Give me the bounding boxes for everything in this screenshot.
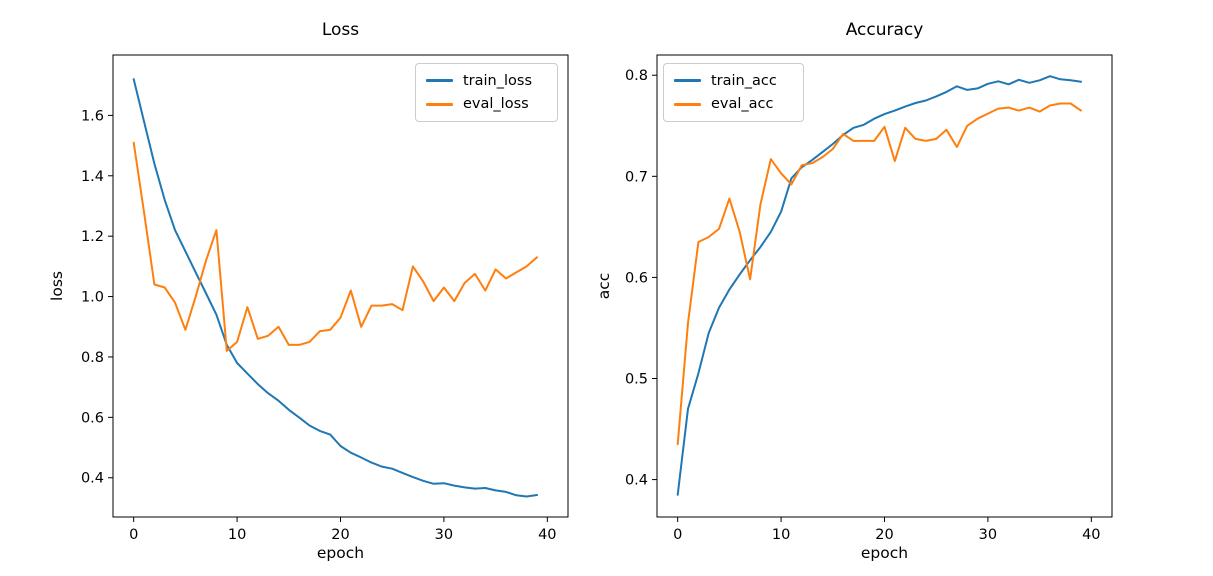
loss-x-axis-label: epoch (316, 544, 365, 562)
y-tick-label: 1.6 (81, 108, 104, 124)
train-acc-line-swatch (674, 79, 701, 83)
x-tick-label: 10 (772, 527, 790, 543)
y-tick-label: 0.5 (625, 372, 648, 388)
x-tick-label: 40 (538, 527, 556, 543)
legend-label: train_acc (711, 72, 777, 89)
y-tick-label: 0.7 (625, 169, 648, 185)
eval-acc-line-swatch (674, 102, 701, 106)
x-tick-label: 0 (129, 527, 138, 543)
loss-chart: 0 10 20 30 40 0.4 0.6 0.8 1.0 1.2 1.4 1.6 (81, 54, 569, 543)
loss-legend: train_loss eval_loss (415, 63, 558, 122)
y-tick-label: 0.8 (625, 68, 648, 84)
accuracy-legend: train_acc eval_acc (663, 63, 804, 122)
train-loss-line-swatch (426, 79, 453, 83)
legend-label: eval_acc (711, 96, 774, 113)
train_acc-line (676, 75, 1082, 496)
accuracy-y-axis-label: acc (595, 272, 613, 300)
legend-item-train-acc: train_acc (674, 69, 793, 93)
legend-item-eval-acc: eval_acc (674, 93, 793, 117)
x-tick-label: 30 (435, 527, 453, 543)
loss-y-axis-label: loss (48, 271, 66, 301)
y-tick-label: 0.4 (81, 471, 104, 487)
train_loss-line (132, 78, 538, 498)
y-tick-label: 0.4 (625, 473, 648, 489)
legend-item-eval-loss: eval_loss (426, 93, 547, 117)
y-tick-label: 1.0 (81, 290, 104, 306)
y-tick-label: 0.8 (81, 350, 104, 366)
legend-item-train-loss: train_loss (426, 69, 547, 93)
x-tick-label: 30 (979, 527, 997, 543)
x-tick-label: 20 (331, 527, 349, 543)
eval-loss-line-swatch (426, 102, 453, 106)
x-tick-label: 40 (1082, 527, 1100, 543)
x-tick-label: 0 (673, 527, 682, 543)
legend-label: eval_loss (463, 96, 529, 113)
accuracy-chart: 0 10 20 30 40 0.4 0.5 0.6 0.7 0.8 (625, 54, 1113, 543)
x-tick-label: 10 (228, 527, 246, 543)
y-tick-label: 0.6 (81, 410, 104, 426)
loss-plot-area (112, 54, 569, 518)
y-tick-label: 0.6 (625, 270, 648, 286)
y-tick-label: 1.4 (81, 169, 104, 185)
accuracy-plot-area (656, 54, 1113, 518)
eval_acc-line (676, 102, 1082, 446)
eval_loss-line (132, 141, 538, 352)
x-tick-label: 20 (875, 527, 893, 543)
y-tick-label: 1.2 (81, 229, 104, 245)
accuracy-chart-title: Accuracy (845, 20, 924, 40)
accuracy-x-axis-label: epoch (860, 544, 909, 562)
legend-label: train_loss (463, 72, 533, 89)
loss-chart-title: Loss (321, 20, 360, 40)
